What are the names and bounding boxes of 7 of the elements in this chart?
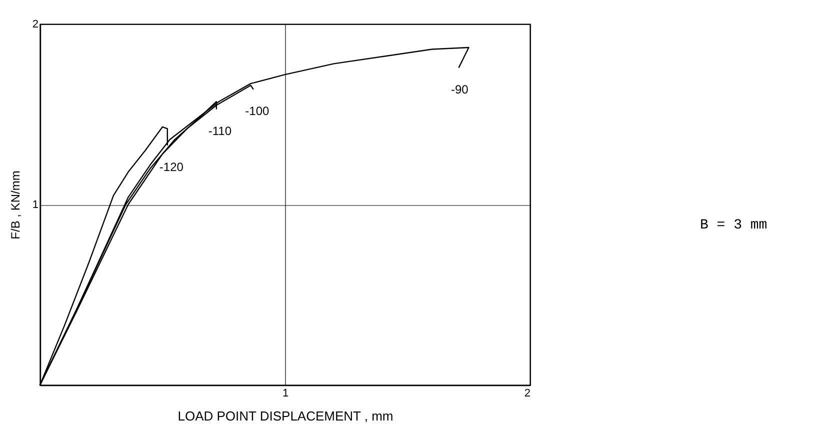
series-label: -90: [450, 82, 469, 96]
series-label: -120: [159, 160, 184, 174]
y-axis-title: F/B , KN/mm: [8, 170, 22, 240]
series-label: -110: [208, 124, 232, 138]
series-label: -100: [245, 104, 270, 118]
text: B = 3 mm: [700, 218, 768, 234]
x-axis-title: LOAD POINT DISPLACEMENT , mm: [178, 408, 394, 424]
